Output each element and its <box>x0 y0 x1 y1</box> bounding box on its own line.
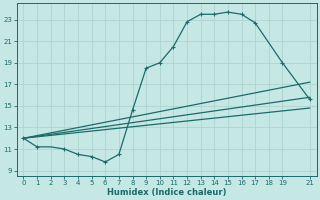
X-axis label: Humidex (Indice chaleur): Humidex (Indice chaleur) <box>107 188 226 197</box>
